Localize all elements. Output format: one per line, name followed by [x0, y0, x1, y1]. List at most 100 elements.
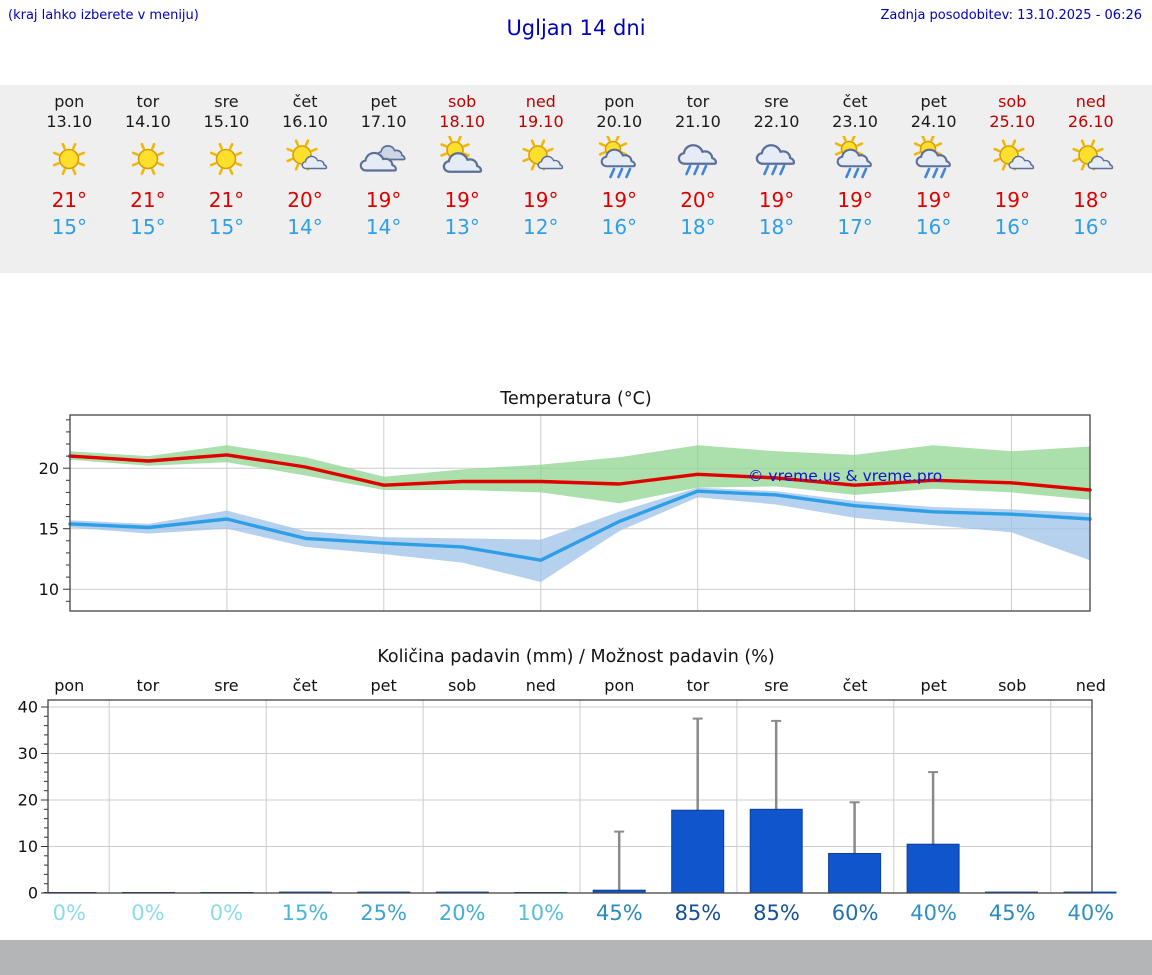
day-max-temp: 19°	[523, 188, 559, 212]
day-date: 15.10	[203, 112, 250, 131]
forecast-day[interactable]: pet 24.10 19° 16°	[894, 85, 973, 273]
forecast-day[interactable]: čet 16.10 20° 14°	[266, 85, 345, 273]
day-date: 19.10	[517, 112, 564, 131]
precip-percent: 45%	[988, 901, 1036, 925]
day-date: 20.10	[596, 112, 643, 131]
precip-day-label: ned	[525, 676, 556, 695]
precip-percent: 15%	[281, 901, 329, 925]
last-update-label: Zadnja posodobitev: 13.10.2025 - 06:26	[880, 8, 1142, 23]
page-title: Ugljan 14 dni	[506, 16, 646, 40]
forecast-day[interactable]: sre 22.10 19° 18°	[737, 85, 816, 273]
day-min-temp: 15°	[208, 215, 245, 239]
mostly-sunny-icon	[513, 136, 569, 182]
sunny-icon	[120, 136, 176, 182]
day-min-temp: 18°	[680, 215, 716, 239]
day-max-temp: 19°	[444, 188, 480, 212]
precip-day-label: pet	[920, 676, 947, 695]
rain-icon	[748, 136, 804, 182]
mostly-sunny-icon	[277, 136, 333, 182]
day-name: sob	[448, 92, 477, 111]
day-max-temp: 20°	[680, 188, 716, 212]
day-name: pon	[604, 92, 635, 111]
precip-percent: 0%	[52, 901, 86, 925]
precip-day-label: pon	[54, 676, 85, 695]
sunny-icon	[41, 136, 97, 182]
forecast-day[interactable]: sre 15.10 21° 15°	[187, 85, 266, 273]
precip-day-label-row: pon tor sre čet pet sob ned pon tor sre čet pet sob n…	[0, 676, 1152, 695]
precip-percent: 40%	[910, 901, 957, 925]
precip-percent: 85%	[753, 901, 800, 925]
day-min-temp: 15°	[130, 215, 166, 239]
forecast-strip: pon 13.10 21° 15° tor 14.10 21° 15° sre 15.10 21° 1…	[0, 85, 1152, 273]
day-max-temp: 20°	[287, 188, 323, 212]
precip-percent: 60%	[831, 901, 879, 925]
showers-icon	[906, 134, 962, 182]
precip-percent: 0%	[131, 901, 165, 925]
precip-day-label: sre	[214, 676, 239, 695]
day-max-temp: 19°	[915, 188, 952, 212]
precip-day-label: tor	[686, 676, 710, 695]
forecast-day[interactable]: pon 13.10 21° 15°	[30, 85, 109, 273]
precip-chart: 0 10 20 30 40	[18, 698, 1117, 900]
forecast-day[interactable]: ned 26.10 18° 16°	[1052, 85, 1131, 273]
forecast-day[interactable]: tor 14.10 21° 15°	[109, 85, 188, 273]
day-min-temp: 18°	[758, 215, 795, 239]
day-max-temp: 21°	[208, 188, 245, 212]
svg-text:20: 20	[39, 459, 59, 478]
precip-percent: 0%	[209, 901, 244, 925]
forecast-day[interactable]: sob 18.10 19° 13°	[423, 85, 502, 273]
cloudy-icon	[356, 136, 412, 182]
day-min-temp: 14°	[287, 215, 323, 239]
precip-percent: 40%	[1067, 901, 1115, 925]
precip-day-label: sre	[764, 676, 789, 695]
precip-percent: 20%	[438, 901, 486, 925]
watermark: © vreme.us & vreme.pro	[748, 467, 942, 485]
day-max-temp: 19°	[994, 188, 1030, 212]
day-date: 13.10	[46, 112, 93, 131]
precip-chart-title: Količina padavin (mm) / Možnost padavin …	[377, 647, 775, 667]
day-max-temp: 19°	[365, 188, 402, 212]
sunny-icon	[198, 136, 254, 182]
day-date: 14.10	[124, 112, 171, 131]
precip-percent-row: 0% 0% 0% 15% 25% 20% 10% 45% 85% 85% 60% 40% 45% 40%	[0, 901, 1152, 925]
showers-icon	[591, 134, 647, 182]
day-name: pon	[54, 92, 85, 111]
forecast-day[interactable]: pet 17.10 19° 14°	[344, 85, 423, 273]
day-min-temp: 14°	[365, 215, 402, 239]
precip-day-label: sob	[448, 676, 477, 695]
day-date: 21.10	[675, 112, 721, 131]
precip-day-label: čet	[842, 676, 868, 695]
day-max-temp: 21°	[130, 188, 166, 212]
forecast-day[interactable]: ned 19.10 19° 12°	[501, 85, 580, 273]
day-max-temp: 19°	[601, 188, 638, 212]
day-max-temp: 21°	[51, 188, 88, 212]
precip-day-label: pon	[604, 676, 635, 695]
day-name: sre	[214, 92, 239, 111]
temperature-chart-title: Temperatura (°C)	[500, 389, 652, 409]
svg-text:20: 20	[18, 791, 38, 810]
day-min-temp: 13°	[444, 215, 480, 239]
day-date: 25.10	[989, 112, 1036, 131]
partly-cloudy-icon	[434, 135, 490, 182]
forecast-day[interactable]: sob 25.10 19° 16°	[973, 85, 1052, 273]
forecast-day[interactable]: tor 21.10 20° 18°	[659, 85, 738, 273]
day-date: 17.10	[360, 112, 407, 131]
day-min-temp: 16°	[994, 215, 1030, 239]
day-min-temp: 15°	[51, 215, 88, 239]
day-name: tor	[136, 92, 160, 111]
svg-text:40: 40	[18, 698, 38, 717]
rain-icon	[670, 136, 726, 182]
svg-text:30: 30	[18, 744, 38, 763]
day-name: čet	[842, 92, 868, 111]
showers-icon	[827, 134, 883, 182]
precip-percent: 85%	[674, 901, 722, 925]
mostly-sunny-icon	[984, 136, 1040, 182]
day-name: sre	[764, 92, 789, 111]
day-min-temp: 17°	[837, 215, 873, 239]
svg-text:10: 10	[39, 580, 59, 599]
forecast-day[interactable]: pon 20.10 19° 16°	[580, 85, 659, 273]
forecast-day[interactable]: čet 23.10 19° 17°	[816, 85, 895, 273]
day-max-temp: 19°	[758, 188, 795, 212]
location-menu-hint: (kraj lahko izberete v meniju)	[8, 8, 199, 23]
day-name: čet	[292, 92, 318, 111]
